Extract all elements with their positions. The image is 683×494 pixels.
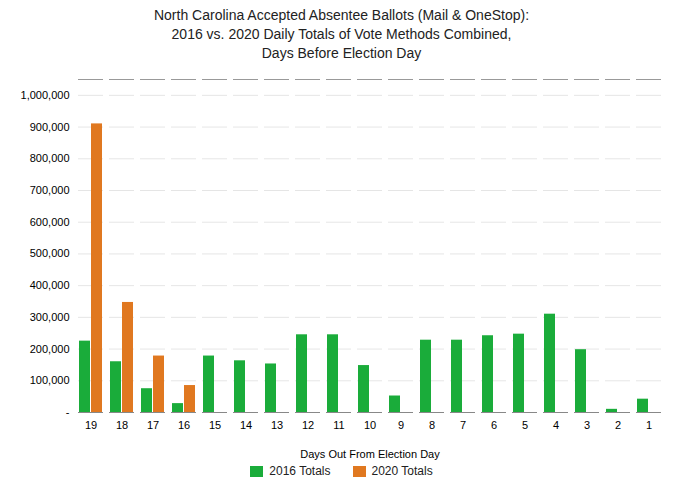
svg-text:9: 9	[398, 419, 404, 431]
svg-text:16: 16	[178, 419, 190, 431]
svg-text:1,000,000: 1,000,000	[21, 89, 70, 101]
html-text:2016 Totals: 2016 Totals	[269, 464, 331, 478]
svg-text:3: 3	[584, 419, 590, 431]
svg-text:13: 13	[271, 419, 283, 431]
svg-text:15: 15	[209, 419, 221, 431]
svg-text:300,000: 300,000	[30, 311, 70, 323]
svg-text:8: 8	[429, 419, 435, 431]
svg-text:14: 14	[240, 419, 252, 431]
svg-text:17: 17	[147, 419, 159, 431]
svg-text:5: 5	[522, 419, 528, 431]
svg-text:2: 2	[615, 419, 621, 431]
svg-text:800,000: 800,000	[30, 152, 70, 164]
svg-text:-: -	[66, 406, 70, 418]
svg-text:10: 10	[364, 419, 376, 431]
svg-text:500,000: 500,000	[30, 247, 70, 259]
svg-text:7: 7	[460, 419, 466, 431]
svg-text:Days Out From Election Day: Days Out From Election Day	[300, 448, 440, 460]
svg-text:600,000: 600,000	[30, 216, 70, 228]
svg-text:700,000: 700,000	[30, 184, 70, 196]
svg-text:4: 4	[553, 419, 559, 431]
svg-text:900,000: 900,000	[30, 121, 70, 133]
svg-text:19: 19	[85, 419, 97, 431]
svg-text:18: 18	[116, 419, 128, 431]
svg-text:200,000: 200,000	[30, 343, 70, 355]
svg-text:100,000: 100,000	[30, 374, 70, 386]
svg-text:1: 1	[646, 419, 652, 431]
svg-text:400,000: 400,000	[30, 279, 70, 291]
html-text:North Carolina Accepted Absent: North Carolina Accepted Absentee Ballots…	[154, 7, 529, 61]
html-text:2020 Totals: 2020 Totals	[371, 464, 433, 478]
svg-text:11: 11	[333, 419, 344, 431]
svg-text:12: 12	[302, 419, 314, 431]
svg-text:6: 6	[491, 419, 497, 431]
